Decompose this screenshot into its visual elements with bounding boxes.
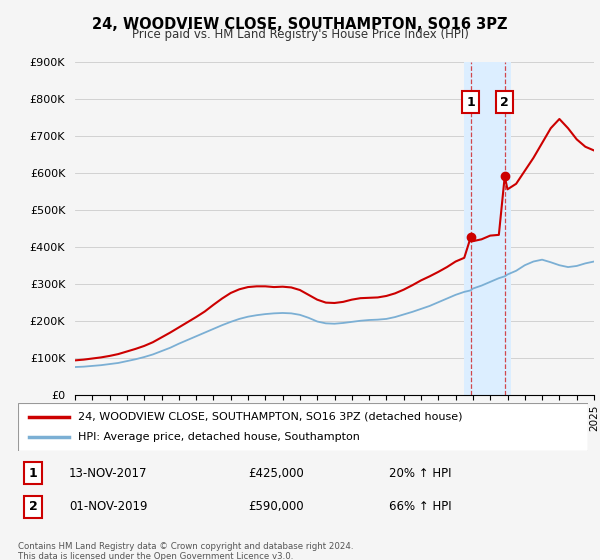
Text: 20% ↑ HPI: 20% ↑ HPI	[389, 466, 451, 480]
Text: 24, WOODVIEW CLOSE, SOUTHAMPTON, SO16 3PZ (detached house): 24, WOODVIEW CLOSE, SOUTHAMPTON, SO16 3P…	[78, 412, 463, 422]
Text: 1: 1	[466, 96, 475, 109]
Text: HPI: Average price, detached house, Southampton: HPI: Average price, detached house, Sout…	[78, 432, 360, 442]
Text: 01-NOV-2019: 01-NOV-2019	[69, 500, 147, 514]
Text: 13-NOV-2017: 13-NOV-2017	[69, 466, 147, 480]
Text: 2: 2	[500, 96, 509, 109]
Text: Price paid vs. HM Land Registry's House Price Index (HPI): Price paid vs. HM Land Registry's House …	[131, 28, 469, 41]
Text: 66% ↑ HPI: 66% ↑ HPI	[389, 500, 451, 514]
Text: £425,000: £425,000	[248, 466, 304, 480]
Bar	[464, 62, 511, 395]
Text: Contains HM Land Registry data © Crown copyright and database right 2024.
This d: Contains HM Land Registry data © Crown c…	[18, 542, 353, 560]
Text: 2: 2	[29, 500, 37, 514]
Text: £590,000: £590,000	[248, 500, 304, 514]
Text: 1: 1	[29, 466, 37, 480]
Text: 24, WOODVIEW CLOSE, SOUTHAMPTON, SO16 3PZ: 24, WOODVIEW CLOSE, SOUTHAMPTON, SO16 3P…	[92, 17, 508, 32]
